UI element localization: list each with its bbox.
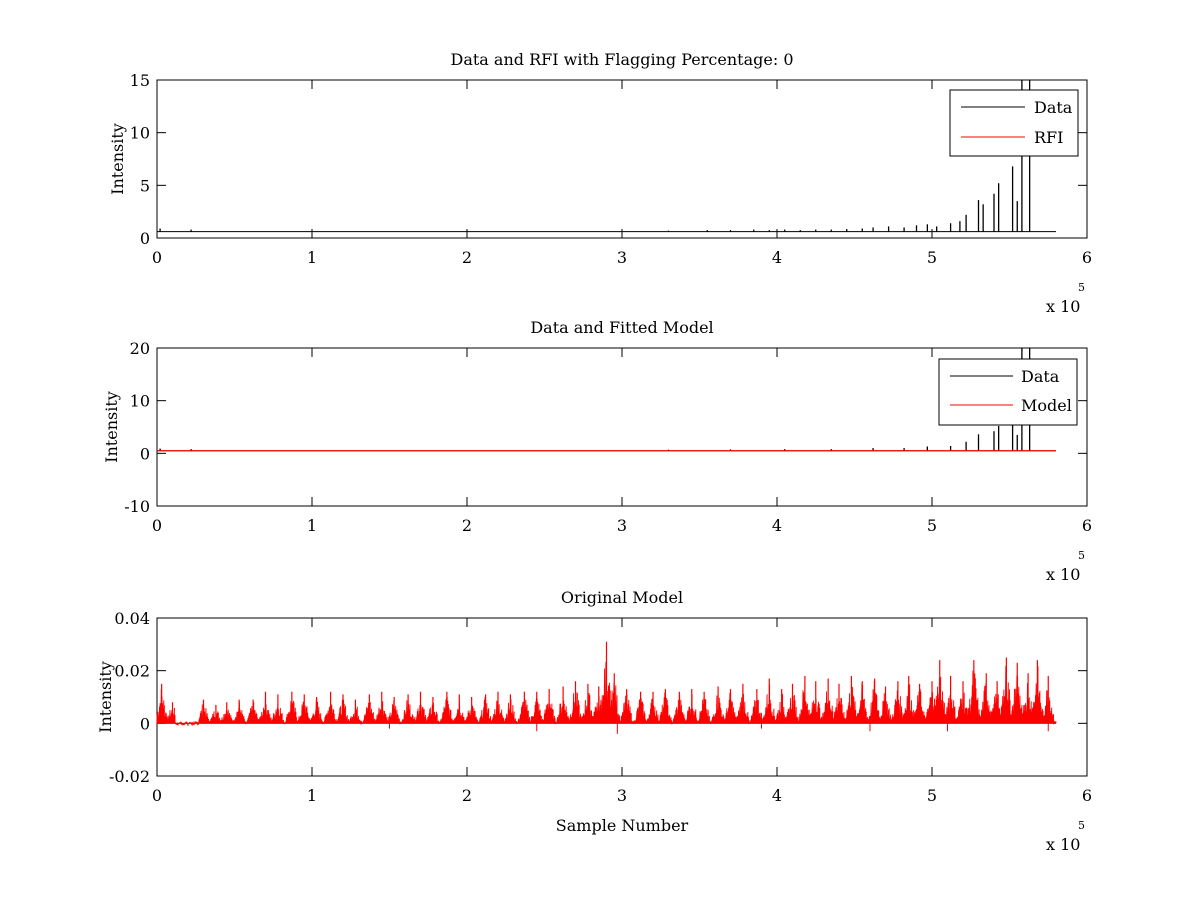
y-tick-label: 0.02 (114, 662, 150, 681)
x-tick-label: 6 (1082, 248, 1092, 267)
x-multiplier: x 10 (1046, 565, 1080, 584)
legend-box (949, 89, 1079, 157)
chart-title: Original Model (561, 588, 683, 607)
x-tick-label: 2 (462, 516, 472, 535)
y-axis-label: Intensity (96, 661, 115, 733)
x-tick-label: 1 (307, 516, 317, 535)
x-tick-label: 3 (617, 786, 627, 805)
y-tick-label: 0 (140, 229, 150, 248)
x-tick-label: 4 (772, 516, 782, 535)
y-axis-label: Intensity (102, 391, 121, 463)
x-tick-label: 5 (927, 516, 937, 535)
x-tick-label: 4 (772, 786, 782, 805)
x-tick-label: 5 (927, 248, 937, 267)
x-multiplier: x 10 (1046, 835, 1080, 854)
x-tick-label: 2 (462, 248, 472, 267)
series-data (157, 348, 1056, 452)
x-tick-label: 1 (307, 786, 317, 805)
chart-title: Data and Fitted Model (530, 318, 713, 337)
y-tick-label: 10 (130, 392, 150, 411)
legend-label: Data (1034, 98, 1073, 117)
x-tick-label: 5 (927, 786, 937, 805)
x-tick-label: 2 (462, 786, 472, 805)
y-tick-label: 20 (130, 339, 150, 358)
x-tick-label: 0 (152, 516, 162, 535)
x-tick-label: 4 (772, 248, 782, 267)
x-axis-label: Sample Number (556, 816, 689, 835)
y-axis-label: Intensity (108, 123, 127, 195)
series-data (157, 80, 1056, 233)
series-model (156, 641, 1057, 734)
x-tick-label: 1 (307, 248, 317, 267)
x-tick-label: 3 (617, 516, 627, 535)
y-tick-label: 0 (140, 714, 150, 733)
y-tick-label: -0.02 (109, 767, 150, 786)
x-exponent: 5 (1078, 281, 1085, 294)
y-tick-label: 15 (130, 71, 150, 90)
x-tick-label: 6 (1082, 786, 1092, 805)
axes-box (156, 79, 1088, 239)
x-multiplier: x 10 (1046, 297, 1080, 316)
legend: Data RFI (949, 89, 1079, 157)
subplot-1: 0 1 2 3 4 5 6 0 5 10 15 Data and RFI with Flagging … (108, 50, 1092, 316)
x-exponent: 5 (1078, 549, 1085, 562)
y-tick-label: -10 (124, 497, 150, 516)
legend: Data Model (938, 358, 1078, 426)
x-tick-label: 6 (1082, 516, 1092, 535)
y-tick-label: 0.04 (114, 609, 150, 628)
legend-label: Data (1021, 367, 1060, 386)
legend-box (938, 358, 1078, 426)
x-tick-label: 0 (152, 786, 162, 805)
y-tick-label: 10 (130, 124, 150, 143)
x-exponent: 5 (1078, 819, 1085, 832)
y-tick-label: 5 (140, 176, 150, 195)
x-tick-label: 3 (617, 248, 627, 267)
axes-box (156, 617, 1088, 777)
y-tick-label: 0 (140, 444, 150, 463)
chart-title: Data and RFI with Flagging Percentage: 0 (450, 50, 793, 69)
legend-label: Model (1021, 396, 1072, 415)
legend-label: RFI (1034, 128, 1063, 147)
x-tick-label: 0 (152, 248, 162, 267)
